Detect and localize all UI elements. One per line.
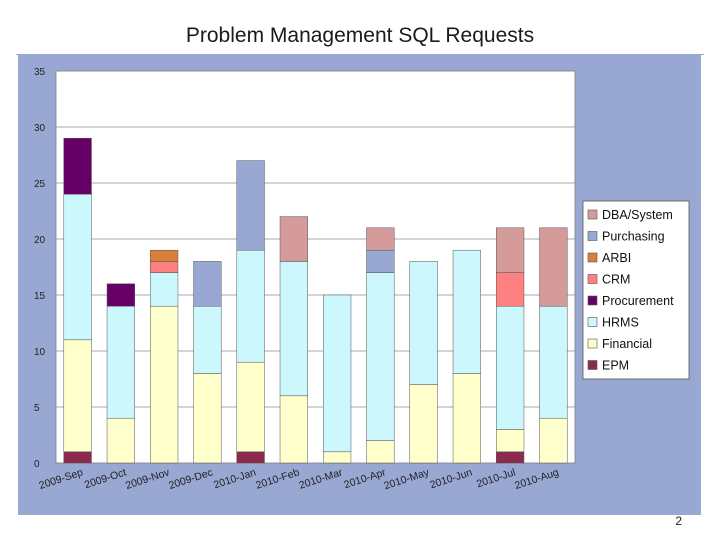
- bar-segment: [193, 373, 222, 464]
- y-tick-label: 0: [34, 459, 40, 470]
- legend-label: Purchasing: [602, 230, 665, 244]
- y-tick-label: 15: [34, 291, 46, 302]
- bar-segment: [279, 395, 308, 464]
- legend-swatch: [587, 295, 598, 306]
- legend-label: ARBI: [602, 251, 631, 265]
- bar-segment: [150, 272, 179, 307]
- bar-segment: [106, 283, 135, 307]
- bar-segment: [150, 249, 179, 262]
- bar-segment: [366, 249, 395, 273]
- legend-label: Procurement: [602, 294, 674, 308]
- bar-segment: [150, 305, 179, 464]
- y-tick-label: 10: [34, 347, 46, 358]
- y-tick-label: 20: [34, 235, 46, 246]
- bar-segment: [279, 261, 308, 397]
- bar-segment: [452, 249, 481, 374]
- legend-label: Financial: [602, 337, 652, 351]
- bars: [63, 137, 568, 464]
- legend-swatch: [587, 317, 598, 327]
- bar-segment: [366, 272, 395, 441]
- legend-label: DBA/System: [602, 208, 673, 222]
- bar-segment: [236, 361, 265, 453]
- legend-swatch: [587, 274, 598, 284]
- bar-segment: [539, 305, 568, 419]
- bar-segment: [496, 451, 525, 464]
- title-divider: [16, 54, 704, 55]
- chart-panel: 0 5 10 15 20 25 30 35 2009-Sep 2009-Oct 2009-Nov 2…: [18, 55, 701, 515]
- legend-label: EPM: [602, 359, 629, 373]
- bar-segment: [279, 216, 308, 262]
- y-tick-label: 5: [34, 403, 40, 414]
- legend-swatch: [587, 338, 598, 349]
- gridlines: [56, 70, 575, 408]
- legend-swatch: [587, 252, 598, 263]
- legend-label: HRMS: [602, 316, 639, 330]
- y-tick-label: 30: [34, 123, 46, 134]
- legend-label: CRM: [602, 273, 630, 287]
- bar-segment: [366, 227, 395, 251]
- plot-area: [55, 70, 576, 464]
- y-axis-tick-labels: 0 5 10 15 20 25 30 35: [34, 67, 46, 470]
- legend-swatch: [587, 231, 598, 241]
- bar-segment: [106, 417, 135, 464]
- bar-segment: [323, 294, 352, 453]
- bar-segment: [63, 451, 92, 464]
- bar-segment: [63, 137, 92, 195]
- y-tick-label: 35: [34, 67, 46, 78]
- bar-segment: [409, 384, 438, 464]
- bar-segment: [193, 305, 222, 374]
- bar-segment: [496, 272, 525, 307]
- bar-segment: [496, 227, 525, 273]
- bar-segment: [496, 305, 525, 430]
- bar-segment: [106, 305, 135, 419]
- bar-segment: [452, 373, 481, 464]
- bar-segment: [539, 227, 568, 307]
- bar-segment: [150, 261, 179, 273]
- page-number: 2: [675, 514, 682, 528]
- bar-segment: [63, 339, 92, 453]
- y-tick-label: 25: [34, 179, 46, 190]
- bar-segment: [366, 440, 395, 464]
- bar-segment: [236, 160, 265, 251]
- legend-swatch: [587, 209, 598, 220]
- bar-segment: [236, 249, 265, 363]
- legend-swatch: [587, 360, 598, 370]
- bar-segment: [496, 429, 525, 453]
- bar-segment: [409, 261, 438, 385]
- bar-segment: [236, 451, 265, 464]
- bar-segment: [63, 193, 92, 341]
- bar-segment: [323, 451, 352, 464]
- legend-box: [582, 200, 690, 380]
- bar-segment: [193, 261, 222, 307]
- legend: DBA/System Purchasing ARBI CRM Procurement HR…: [582, 200, 690, 380]
- slide-title: Problem Management SQL Requests: [185, 24, 535, 47]
- bar-segment: [539, 417, 568, 464]
